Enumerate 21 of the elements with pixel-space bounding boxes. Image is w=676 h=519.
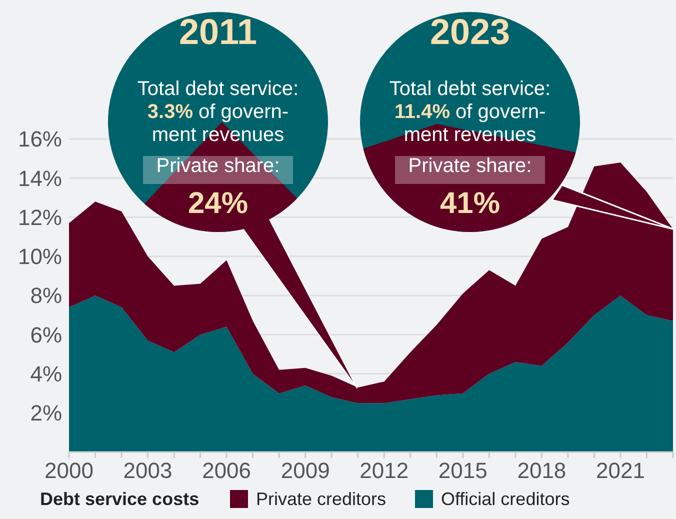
- y-tick-label: 8%: [30, 283, 62, 308]
- y-tick-label: 2%: [30, 400, 62, 426]
- x-tick-label: 2018: [517, 458, 566, 483]
- legend-label: Private creditors: [256, 489, 386, 509]
- y-tick-label: 16%: [18, 126, 62, 152]
- x-tick-label: 2015: [438, 458, 488, 483]
- x-tick-label: 2012: [360, 458, 409, 483]
- y-tick-label: 4%: [30, 361, 62, 386]
- legend-label: Official creditors: [441, 489, 570, 509]
- x-tick-label: 2021: [596, 458, 645, 483]
- x-tick-label: 2000: [44, 458, 94, 483]
- y-tick-label: 12%: [18, 204, 62, 230]
- annotation: 2023 Total debt service: 11.4% of govern- ment revenues Private share: 41%: [389, 11, 551, 220]
- y-tick-label: 14%: [18, 166, 62, 191]
- y-tick-label: 10%: [18, 244, 62, 270]
- x-tick-label: 2003: [123, 458, 172, 483]
- x-tick-label: 2006: [202, 458, 252, 483]
- annotation: 2011 Total debt service: 3.3% of govern- ment revenues Private share: 24%: [137, 11, 299, 220]
- y-tick-label: 6%: [30, 322, 62, 348]
- legend-title: Debt service costs: [40, 489, 200, 509]
- x-tick-label: 2009: [280, 458, 330, 483]
